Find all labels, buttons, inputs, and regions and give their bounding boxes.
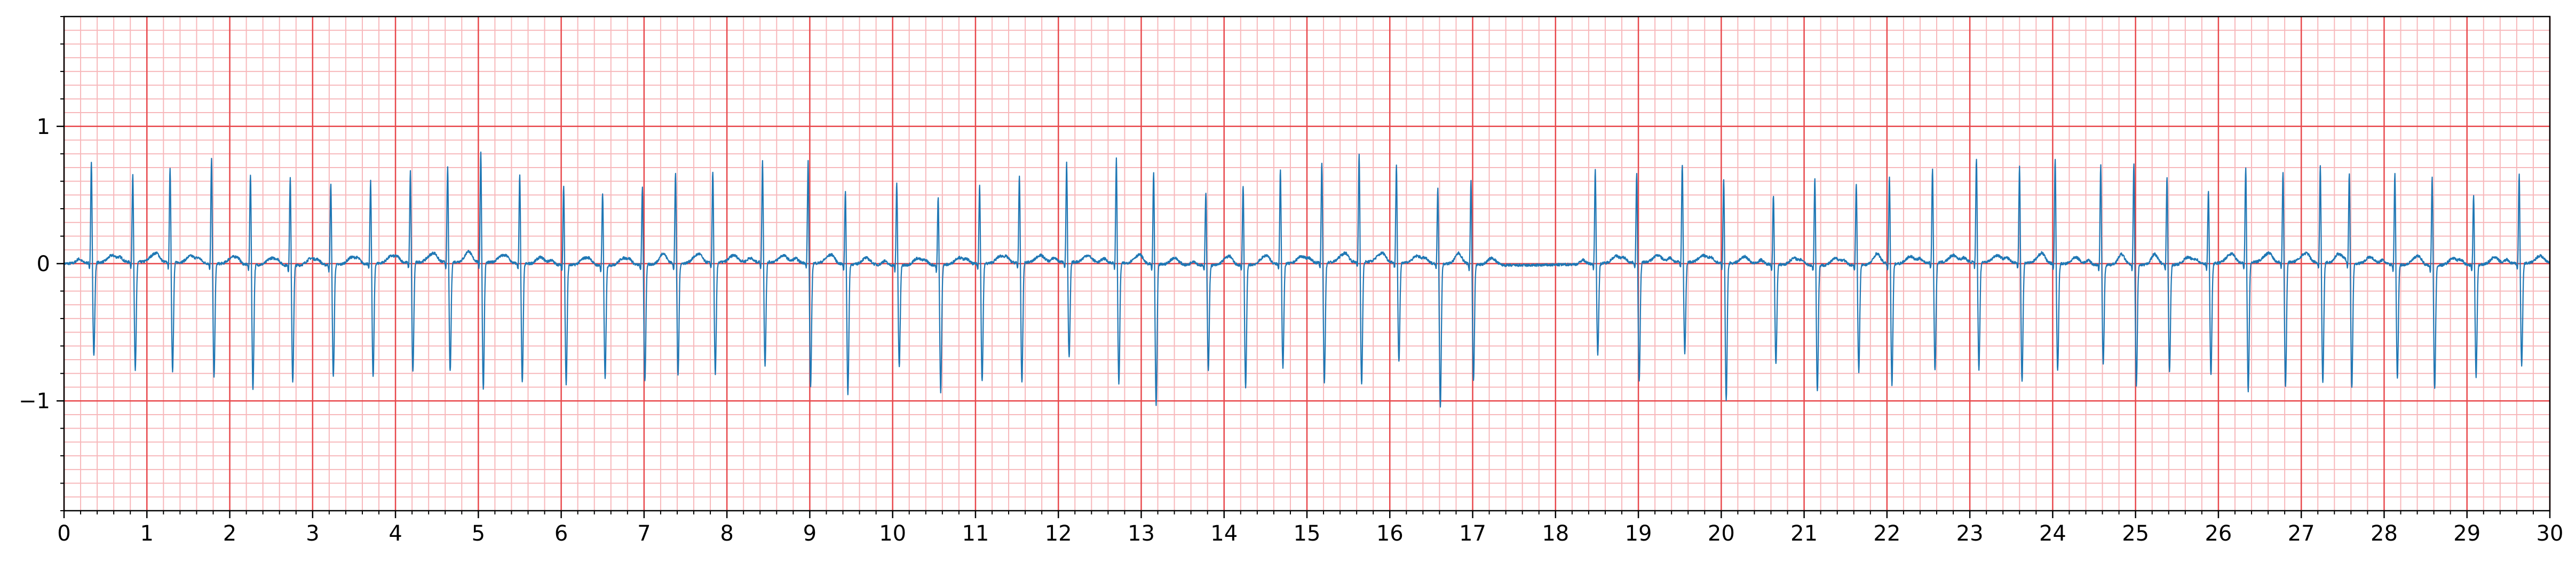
- x-tick-label: 17: [1459, 521, 1486, 546]
- x-tick-label: 26: [2205, 521, 2232, 546]
- x-tick-label: 14: [1210, 521, 1238, 546]
- x-tick-label: 25: [2122, 521, 2149, 546]
- x-tick-label: 6: [554, 521, 568, 546]
- x-tick-label: 2: [223, 521, 236, 546]
- x-tick-label: 12: [1045, 521, 1072, 546]
- y-tick-label: 1: [37, 115, 50, 139]
- ecg-signal: [63, 151, 2550, 408]
- x-tick-label: 24: [2039, 521, 2066, 546]
- y-tick-label: 0: [37, 252, 50, 276]
- ecg-grid-paper: [63, 16, 2551, 511]
- y-tick-label: −1: [19, 389, 50, 414]
- x-tick-label: 3: [306, 521, 319, 546]
- ecg-trace: [63, 151, 2550, 408]
- x-tick-label: 22: [1873, 521, 1900, 546]
- x-tick-label: 20: [1708, 521, 1735, 546]
- chart-axes: 0 1 2 3 4 5 6 7 8 9 10 11 12 13 14 15 16 17 18 19 20 21 22 23 24…: [19, 15, 2564, 546]
- x-tick-label: 11: [962, 521, 989, 546]
- x-tick-label: 28: [2371, 521, 2398, 546]
- x-tick-label: 23: [1956, 521, 1984, 546]
- x-tick-label: 9: [803, 521, 817, 546]
- x-tick-label: 13: [1128, 521, 1155, 546]
- x-tick-label: 27: [2288, 521, 2315, 546]
- x-tick-label: 8: [720, 521, 733, 546]
- x-tick-label: 18: [1542, 521, 1569, 546]
- x-tick-label: 5: [472, 521, 485, 546]
- x-tick-label: 0: [57, 521, 70, 546]
- x-tick-label: 16: [1376, 521, 1404, 546]
- x-tick-label: 1: [140, 521, 154, 546]
- x-tick-label: 10: [879, 521, 906, 546]
- x-tick-label: 15: [1294, 521, 1321, 546]
- x-tick-label: 21: [1790, 521, 1818, 546]
- x-tick-label: 29: [2453, 521, 2480, 546]
- x-tick-label: 4: [389, 521, 402, 546]
- x-tick-label: 30: [2537, 521, 2564, 546]
- x-tick-label: 19: [1625, 521, 1652, 546]
- x-tick-label: 7: [637, 521, 651, 546]
